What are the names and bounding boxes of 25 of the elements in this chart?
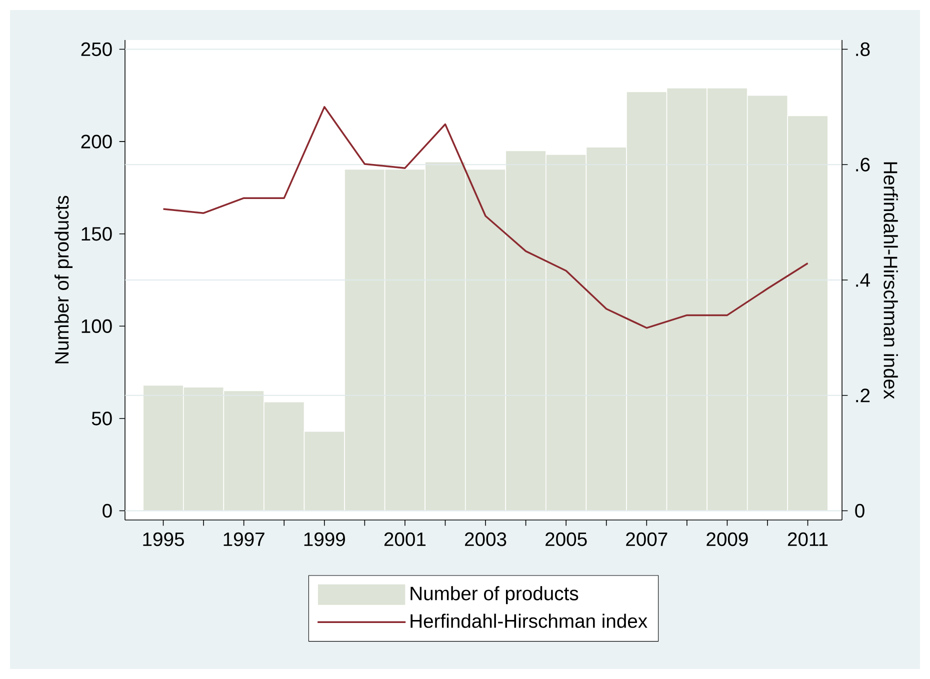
x-tick-label: 1995 (143, 532, 184, 546)
y-axis-title: Number of products (54, 196, 73, 364)
y-tick-label: 150 (82, 227, 112, 241)
x-tick-label: 2001 (384, 532, 426, 546)
y2-tick-label: .6 (856, 158, 870, 172)
y-tick-label: 250 (81, 42, 112, 56)
y2-tick-label: .2 (856, 388, 870, 402)
legend-label: Herfindahl-Hirschman index (410, 614, 648, 628)
y-tick-label: 200 (81, 134, 112, 148)
legend-label: Number of products (410, 586, 578, 604)
x-tick-label: 2009 (706, 532, 748, 546)
y-tick-label: 100 (82, 319, 112, 334)
y-tick-label: 0 (102, 504, 112, 518)
y-tick-label: 50 (92, 412, 112, 426)
x-tick-label: 2003 (465, 532, 506, 546)
x-tick-label: 1997 (224, 532, 264, 546)
y2-tick-label: .8 (856, 42, 870, 56)
x-tick-label: 2011 (788, 532, 828, 546)
x-tick-label: 2007 (626, 532, 668, 546)
x-tick-label: 1999 (304, 532, 345, 546)
y2-tick-label: .4 (856, 273, 870, 287)
x-tick-label: 2005 (546, 532, 587, 546)
y2-tick-label: 0 (855, 504, 864, 518)
y2-axis-title: Herfindahl-Hirschman index (884, 162, 898, 400)
line-series (162, 106, 809, 329)
